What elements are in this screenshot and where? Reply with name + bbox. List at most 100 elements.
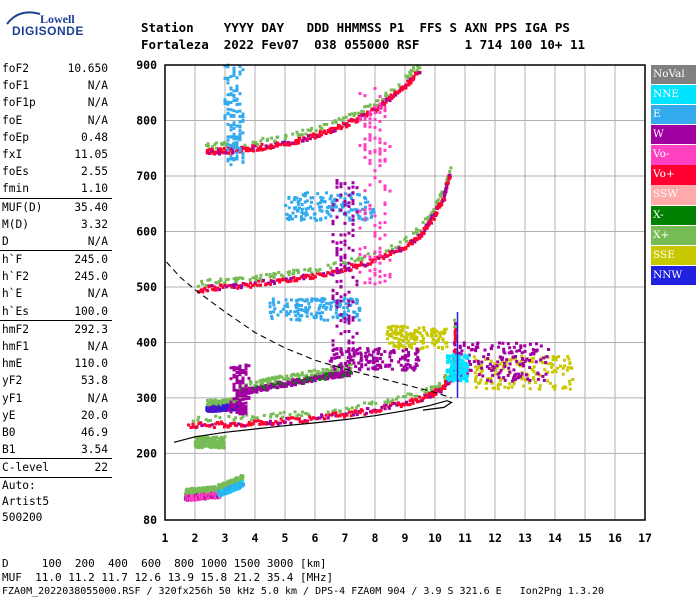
echo-trace-point: [439, 390, 443, 394]
echo-trace-point: [240, 149, 244, 153]
echo-trace-point: [373, 258, 377, 262]
echo-trace-point: [240, 424, 244, 428]
spread-echo-point: [466, 363, 470, 367]
echo-trace-point: [329, 272, 333, 276]
echo-trace-point: [338, 409, 342, 413]
spread-echo-point: [310, 297, 314, 301]
spread-echo-point: [514, 358, 518, 362]
param-label: foE: [2, 113, 23, 127]
scaled-parameters-panel: foF2 10.650 foF1 N/A foF1p N/A foE N/A foEp 0.48 f…: [0, 60, 112, 526]
echo-trace-point: [415, 237, 419, 241]
spread-echo-point: [528, 358, 532, 362]
echo-trace-point: [397, 246, 401, 250]
streak-echo-point: [343, 199, 347, 203]
echo-trace-point: [386, 401, 390, 405]
echo-trace-point: [291, 141, 295, 145]
streak-echo-point: [339, 182, 343, 186]
echo-trace-point: [449, 166, 453, 170]
spread-echo-point: [373, 348, 377, 352]
echo-trace-point: [328, 374, 332, 378]
spread-echo-point: [322, 303, 326, 307]
echo-trace-point: [432, 209, 436, 213]
y-tick-label: 400: [136, 335, 157, 349]
echo-trace-point: [199, 288, 203, 292]
spread-echo-point: [212, 444, 216, 448]
spread-echo-point: [441, 338, 445, 342]
spread-echo-point: [568, 382, 572, 386]
echo-trace-point: [357, 409, 361, 413]
spread-echo-point: [304, 191, 308, 195]
echo-trace-point: [287, 273, 291, 277]
spread-echo-point: [462, 343, 466, 347]
echo-trace-point: [350, 406, 354, 410]
spread-echo-point: [359, 356, 363, 360]
echo-trace-point: [269, 385, 273, 389]
spread-echo-point: [447, 358, 451, 362]
streak-echo-point: [351, 341, 355, 345]
spread-echo-point: [508, 362, 512, 366]
spread-echo-point: [554, 358, 558, 362]
echo-trace-point: [208, 151, 212, 155]
streak-echo-point: [373, 231, 377, 235]
streak-echo-point: [238, 394, 242, 398]
streak-echo-point: [368, 135, 372, 139]
echo-trace-point: [399, 405, 403, 409]
streak-echo-point: [335, 324, 339, 328]
spread-echo-point: [321, 196, 325, 200]
echo-trace-point: [223, 141, 227, 145]
spread-echo-point: [335, 308, 339, 312]
ionogram-chart: 1 2 3 4 5 6 7 8 9 10 11 12 13 14 15 16 17802003004005006…: [136, 58, 652, 545]
streak-echo-point: [347, 266, 351, 270]
echo-trace-point: [328, 127, 332, 131]
echo-trace-point: [396, 395, 400, 399]
echo-trace-point: [366, 110, 370, 114]
spread-echo-point: [318, 303, 322, 307]
y-tick-label: 900: [136, 58, 157, 72]
echo-trace-point: [261, 382, 265, 386]
echo-trace-point: [241, 480, 245, 484]
spread-echo-point: [523, 378, 527, 382]
spread-echo-point: [360, 217, 364, 221]
spread-echo-point: [328, 197, 332, 201]
spread-echo-point: [486, 378, 490, 382]
spread-echo-point: [305, 298, 309, 302]
streak-echo-point: [358, 118, 362, 122]
echo-trace-point: [187, 488, 191, 492]
spread-echo-point: [404, 364, 408, 368]
echo-trace-point: [353, 263, 357, 267]
streak-echo-point: [232, 95, 236, 99]
spread-echo-point: [381, 360, 385, 364]
echo-trace-point: [347, 113, 351, 117]
spread-echo-point: [318, 298, 322, 302]
echo-trace-point: [218, 487, 222, 491]
echo-trace-point: [320, 413, 324, 417]
spread-echo-point: [370, 353, 374, 357]
spread-echo-point: [349, 303, 353, 307]
echo-trace-point: [430, 392, 434, 396]
echo-trace-point: [380, 405, 384, 409]
echo-trace-point: [248, 386, 252, 390]
echo-trace-point: [382, 257, 386, 261]
echo-trace-point: [288, 382, 292, 386]
streak-echo-point: [355, 283, 359, 287]
echo-trace-point: [249, 281, 253, 285]
echo-trace-point: [420, 234, 424, 238]
echo-trace-point: [333, 129, 337, 133]
echo-trace-point: [414, 398, 418, 402]
echo-trace-point: [224, 278, 228, 282]
echo-trace-point: [389, 403, 393, 407]
echo-trace-point: [279, 143, 283, 147]
spread-echo-point: [553, 387, 557, 391]
echo-trace-point: [225, 484, 229, 488]
spread-echo-point: [460, 369, 464, 373]
spread-echo-point: [365, 217, 369, 221]
echo-trace-point: [257, 279, 261, 283]
echo-trace-point: [253, 384, 257, 388]
spread-echo-point: [344, 313, 348, 317]
echo-trace-point: [243, 424, 247, 428]
streak-echo-point: [232, 136, 236, 140]
spread-echo-point: [287, 312, 291, 316]
echo-trace-point: [432, 217, 436, 221]
echo-trace-point: [313, 275, 317, 279]
spread-echo-point: [554, 370, 558, 374]
